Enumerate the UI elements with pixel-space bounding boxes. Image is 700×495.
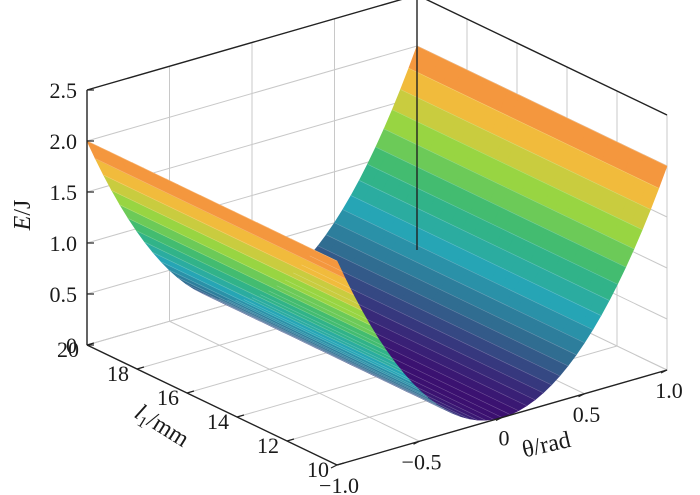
- surface-mesh-line: [309, 255, 560, 377]
- x-tick-label: −1.0: [319, 473, 359, 495]
- surface-mesh-line: [218, 298, 470, 420]
- surface-mesh-line: [202, 293, 453, 414]
- z-tick-label: 1.0: [50, 231, 78, 256]
- y-tick-label: 12: [257, 433, 279, 458]
- surface-mesh-line: [359, 180, 610, 301]
- surface-mesh-line: [235, 299, 486, 421]
- x-tick-label: −0.5: [402, 449, 442, 474]
- x-tick: [413, 440, 420, 445]
- surface-mesh-line: [227, 299, 478, 421]
- x-tick-label: 0.5: [573, 402, 601, 427]
- z-axis-title: E/J: [10, 200, 36, 232]
- surface-mesh-line: [128, 218, 379, 339]
- surface-mesh-line: [119, 204, 371, 326]
- surface-mesh-line: [144, 241, 395, 363]
- y-tick: [236, 414, 245, 418]
- surface-mesh-line: [86, 140, 338, 262]
- surface-mesh-line: [301, 264, 552, 386]
- box-layer: [86, 0, 668, 250]
- surface-mesh-line: [243, 299, 494, 420]
- z-tick-label: 2.0: [50, 129, 78, 154]
- x-tick: [495, 416, 503, 422]
- surface-mesh-line: [161, 261, 412, 383]
- surface-mesh-line: [400, 89, 651, 210]
- surface-mesh-line: [334, 222, 585, 344]
- y-tick: [136, 366, 145, 370]
- z-tick-label: 1.5: [50, 180, 78, 205]
- surface-mesh-line: [177, 277, 428, 398]
- y-tick-label: 18: [107, 361, 129, 386]
- surface-mesh-line: [268, 290, 519, 411]
- y-tick-label: 10: [307, 457, 329, 482]
- tick-layer: 0 0.5 1.0 1.5 2.0 2.5 −1.0 −0.5 0 0.5 1.0 10 12 14 16 1…: [50, 78, 683, 495]
- y-tick-label: 14: [207, 409, 229, 434]
- surface-mesh-line: [326, 234, 577, 356]
- surface-mesh-line: [367, 164, 618, 285]
- surface-layer: [86, 45, 668, 421]
- x-tick: [660, 369, 668, 374]
- surface-mesh-line: [408, 67, 659, 189]
- surface-mesh-line: [111, 190, 362, 311]
- y-tick: [286, 438, 295, 442]
- surface-mesh-line: [350, 195, 602, 316]
- box-edge: [86, 0, 403, 91]
- z-tick-label: 0.5: [50, 282, 78, 307]
- surface-mesh-line: [276, 285, 527, 407]
- surface-mesh-line: [317, 245, 569, 367]
- y-tick-label: 16: [157, 385, 179, 410]
- surface-mesh-line: [392, 109, 643, 231]
- x-tick: [330, 464, 338, 469]
- surface-patch: [325, 254, 346, 280]
- z-tick-label: 0: [66, 333, 77, 358]
- surface-mesh-line: [95, 158, 346, 279]
- x-tick-label: 0: [499, 426, 510, 451]
- axis-line: [86, 344, 338, 466]
- x-axis-title: θ/rad: [520, 427, 573, 463]
- x-tick: [578, 393, 585, 398]
- surface-mesh-line: [194, 288, 445, 410]
- surface-mesh-line: [185, 283, 437, 405]
- surface-mesh-line: [169, 269, 420, 391]
- y-tick: [186, 390, 195, 394]
- surface-mesh-line: [251, 297, 503, 418]
- surface-mesh-line: [293, 272, 544, 394]
- surface-mesh-line: [416, 45, 668, 167]
- surface-mesh-line: [103, 174, 354, 296]
- surface-mesh-line: [284, 279, 536, 401]
- x-tick-label: 1.0: [655, 378, 683, 403]
- surface-mesh-line: [210, 296, 461, 417]
- box-edge: [425, 0, 668, 116]
- y-tick-label: 20: [57, 337, 79, 362]
- surface-mesh-line: [383, 128, 635, 250]
- y-tick: [86, 342, 95, 346]
- surface-mesh-line: [260, 294, 511, 415]
- surface-mesh-line: [152, 252, 404, 373]
- surface-mesh-line: [136, 230, 387, 352]
- z-tick-label: 2.5: [50, 78, 78, 103]
- surface-mesh-line: [342, 209, 593, 330]
- y-tick: [336, 462, 345, 466]
